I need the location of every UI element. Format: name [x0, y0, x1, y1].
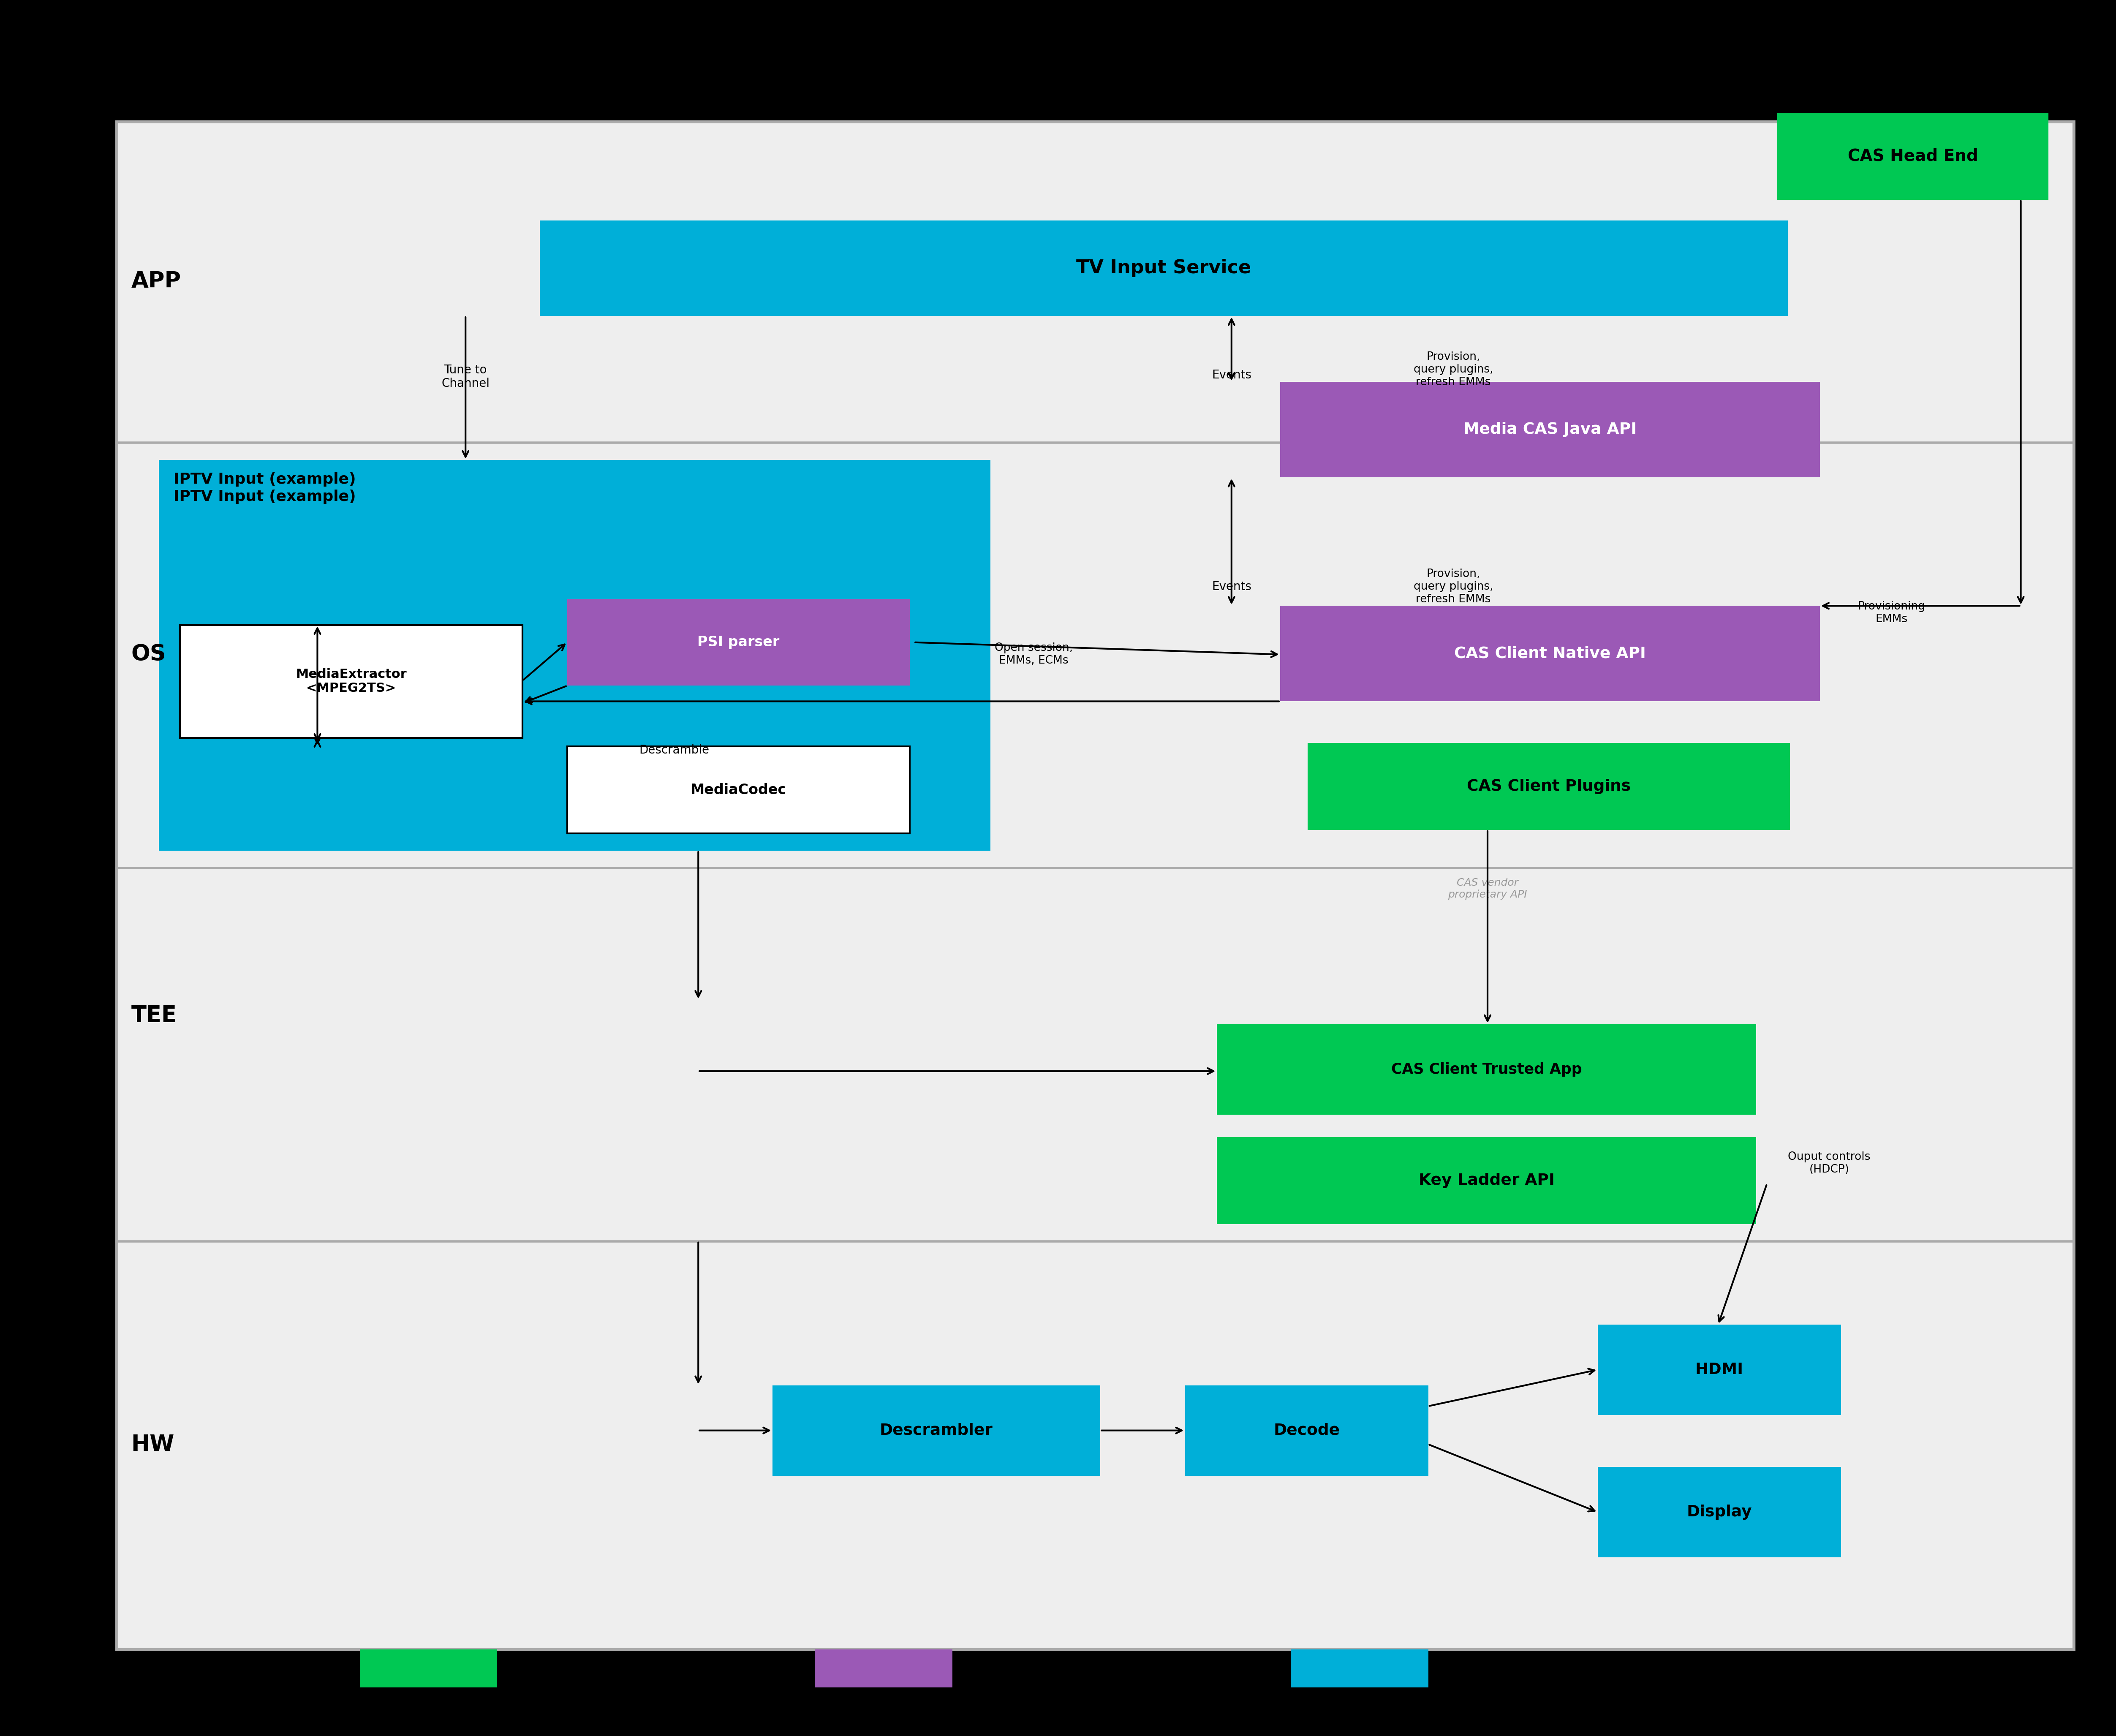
Bar — [540, 220, 1788, 316]
Text: Events: Events — [1212, 370, 1251, 380]
Bar — [815, 1649, 952, 1687]
Bar — [360, 1649, 497, 1687]
Text: Open session,
EMMs, ECMs: Open session, EMMs, ECMs — [995, 642, 1073, 667]
Text: Events: Events — [1212, 582, 1251, 592]
Text: CAS Vendor: CAS Vendor — [518, 1661, 595, 1675]
Text: Decode: Decode — [1274, 1424, 1339, 1437]
Text: HW: HW — [131, 1434, 174, 1455]
Text: OS: OS — [131, 644, 167, 665]
Bar — [1308, 743, 1790, 830]
Text: Descramble: Descramble — [639, 745, 709, 755]
Text: Key Ladder API: Key Ladder API — [1418, 1174, 1555, 1187]
Bar — [1217, 1137, 1756, 1224]
Bar — [1280, 606, 1820, 701]
Text: PSI parser: PSI parser — [698, 635, 779, 649]
Text: Media CAS Framework: Media CAS Framework — [973, 1661, 1117, 1675]
Text: CAS vendor
proprietary API: CAS vendor proprietary API — [1447, 878, 1528, 899]
Text: CAS Head End: CAS Head End — [1847, 148, 1978, 165]
Bar — [159, 460, 990, 851]
Bar — [1777, 113, 2048, 200]
Bar — [180, 625, 523, 738]
Text: Existing Component: Existing Component — [1449, 1661, 1579, 1675]
Text: CAS Client Plugins: CAS Client Plugins — [1466, 779, 1631, 793]
Bar — [567, 599, 910, 686]
Text: CAS Client Native API: CAS Client Native API — [1454, 646, 1646, 661]
Text: Ouput controls
(HDCP): Ouput controls (HDCP) — [1788, 1151, 1871, 1175]
Text: IPTV Input (example): IPTV Input (example) — [174, 490, 355, 503]
Text: CAS Client Trusted App: CAS Client Trusted App — [1390, 1062, 1583, 1076]
Text: TEE: TEE — [131, 1005, 178, 1026]
Bar — [567, 746, 910, 833]
Text: Provisioning
EMMs: Provisioning EMMs — [1858, 601, 1926, 625]
Bar — [1291, 1649, 1428, 1687]
Bar — [1598, 1325, 1841, 1415]
Text: APP: APP — [131, 271, 182, 292]
Text: Descrambler: Descrambler — [880, 1424, 992, 1437]
Bar — [1217, 1024, 1756, 1115]
Text: TV Input Service: TV Input Service — [1077, 259, 1251, 278]
Text: HDMI: HDMI — [1695, 1363, 1744, 1377]
Text: Tune to
Channel: Tune to Channel — [442, 365, 489, 389]
Text: MediaCodec: MediaCodec — [690, 783, 787, 797]
Bar — [116, 122, 2074, 1649]
Bar — [1280, 382, 1820, 477]
Text: Media CAS Java API: Media CAS Java API — [1464, 422, 1636, 437]
Bar — [1598, 1467, 1841, 1557]
Text: Provision,
query plugins,
refresh EMMs: Provision, query plugins, refresh EMMs — [1413, 569, 1494, 604]
Text: MediaExtractor
<MPEG2TS>: MediaExtractor <MPEG2TS> — [296, 668, 406, 694]
Text: Display: Display — [1686, 1505, 1752, 1519]
Bar — [1185, 1385, 1428, 1476]
Text: IPTV Input (example): IPTV Input (example) — [174, 472, 355, 486]
Bar — [772, 1385, 1100, 1476]
Text: Provision,
query plugins,
refresh EMMs: Provision, query plugins, refresh EMMs — [1413, 352, 1494, 387]
